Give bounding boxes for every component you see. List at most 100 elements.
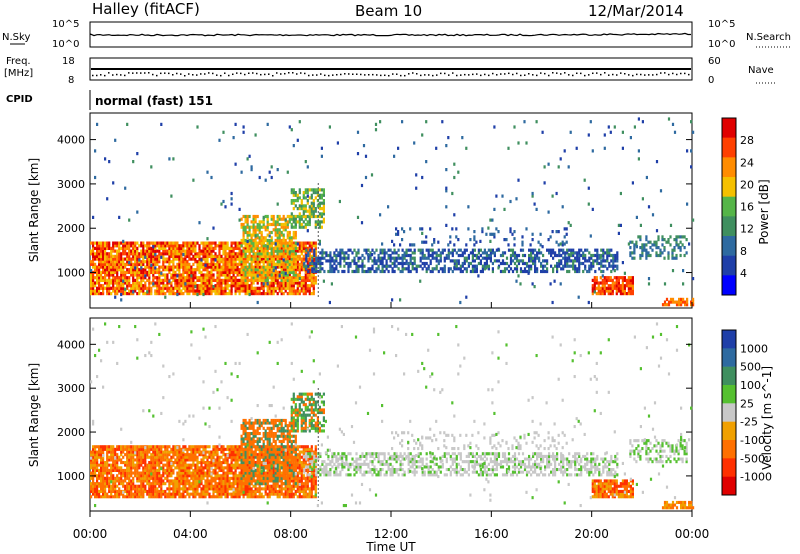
heatmap-cell xyxy=(552,248,555,252)
heatmap-cell xyxy=(172,268,175,272)
heatmap-cell xyxy=(174,241,177,245)
heatmap-cell xyxy=(238,246,241,250)
heatmap-cell xyxy=(597,289,600,293)
heatmap-cell xyxy=(248,286,251,290)
heatmap-cell xyxy=(168,479,171,483)
heatmap-cell xyxy=(276,168,279,172)
heatmap-cell xyxy=(104,479,107,483)
heatmap-cell xyxy=(180,482,183,486)
heatmap-cell xyxy=(176,289,179,293)
heatmap-cell xyxy=(128,289,131,293)
heatmap-cell xyxy=(160,447,163,451)
heatmap-cell xyxy=(152,445,155,449)
heatmap-cell xyxy=(615,278,618,282)
heatmap-cell xyxy=(182,292,185,296)
heatmap-cell xyxy=(102,244,105,248)
heatmap-cell xyxy=(106,474,109,478)
heatmap-cell xyxy=(270,289,273,293)
heatmap-cell xyxy=(483,256,486,260)
heatmap-cell xyxy=(172,492,175,496)
heatmap-cell xyxy=(282,292,285,296)
heatmap-cell xyxy=(140,276,143,280)
heatmap-cell xyxy=(555,230,558,234)
heatmap-cell xyxy=(663,248,666,252)
heatmap-cell xyxy=(419,264,422,268)
heatmap-cell xyxy=(218,284,221,288)
heatmap-cell xyxy=(180,461,183,465)
heatmap-cell xyxy=(481,251,484,255)
heatmap-cell xyxy=(222,252,225,256)
heatmap-cell xyxy=(383,269,386,274)
heatmap-cell xyxy=(310,265,313,269)
heatmap-cell xyxy=(551,300,554,305)
heatmap-cell xyxy=(238,278,241,282)
heatmap-cell xyxy=(120,252,123,256)
heatmap-cell xyxy=(308,188,311,192)
heatmap-cell xyxy=(310,241,313,245)
heatmap-cell xyxy=(621,276,624,280)
heatmap-cell xyxy=(152,246,155,250)
heatmap-cell xyxy=(216,260,219,264)
heatmap-cell xyxy=(142,474,145,478)
heatmap-cell xyxy=(692,297,695,301)
heatmap-cell xyxy=(429,261,432,266)
heatmap-cell xyxy=(329,269,332,274)
heatmap-cell xyxy=(559,157,562,161)
heatmap-cell xyxy=(319,269,322,274)
heatmap-cell xyxy=(148,260,151,264)
heatmap-cell xyxy=(451,248,454,252)
heatmap-cell xyxy=(308,270,311,274)
heatmap-cell xyxy=(152,489,155,493)
heatmap-cell xyxy=(564,256,567,260)
heatmap-cell xyxy=(126,445,129,449)
heatmap-cell xyxy=(106,257,109,261)
heatmap-cell xyxy=(92,447,95,451)
heatmap-cell xyxy=(240,252,243,256)
nave-point xyxy=(324,74,326,77)
heatmap-cell xyxy=(238,260,241,264)
heatmap-cell xyxy=(110,476,113,480)
heatmap-cell xyxy=(300,204,303,208)
heatmap-cell xyxy=(94,471,97,475)
heatmap-cell xyxy=(467,261,470,266)
heatmap-cell xyxy=(260,241,263,245)
heatmap-cell xyxy=(393,259,396,263)
nave-point xyxy=(216,74,218,76)
heatmap-cell xyxy=(489,259,492,263)
heatmap-cell xyxy=(552,267,555,271)
heatmap-cell xyxy=(270,238,273,243)
nave-point xyxy=(124,74,126,77)
heatmap-cell xyxy=(136,276,139,280)
heatmap-cell xyxy=(164,468,167,472)
heatmap-cell xyxy=(639,256,642,260)
heatmap-cell xyxy=(367,269,370,274)
heatmap-cell xyxy=(168,484,171,488)
heatmap-cell xyxy=(180,289,183,293)
heatmap-cell xyxy=(276,278,279,282)
heatmap-cell xyxy=(272,246,275,250)
heatmap-cell xyxy=(623,276,626,280)
heatmap-cell xyxy=(671,297,675,301)
heatmap-cell xyxy=(513,267,517,271)
nave-point xyxy=(168,72,170,75)
heatmap-cell xyxy=(475,240,478,244)
heatmap-cell xyxy=(238,284,241,288)
heatmap-cell xyxy=(190,284,193,288)
heatmap-cell xyxy=(298,246,301,250)
heatmap-cell xyxy=(489,232,492,236)
heatmap-cell xyxy=(158,455,161,459)
heatmap-cell xyxy=(328,300,331,305)
heatmap-cell xyxy=(262,270,265,274)
heatmap-cell xyxy=(663,303,667,307)
heatmap-cell xyxy=(561,205,564,209)
heatmap-cell xyxy=(592,253,595,258)
heatmap-cell xyxy=(154,447,157,451)
heatmap-cell xyxy=(168,281,171,285)
heatmap-cell xyxy=(178,476,181,480)
heatmap-cell xyxy=(150,453,153,457)
heatmap-cell xyxy=(284,289,287,293)
heatmap-cell xyxy=(174,489,177,493)
heatmap-cell xyxy=(284,276,287,280)
heatmap-cell xyxy=(208,244,211,248)
heatmap-cell xyxy=(612,253,615,258)
